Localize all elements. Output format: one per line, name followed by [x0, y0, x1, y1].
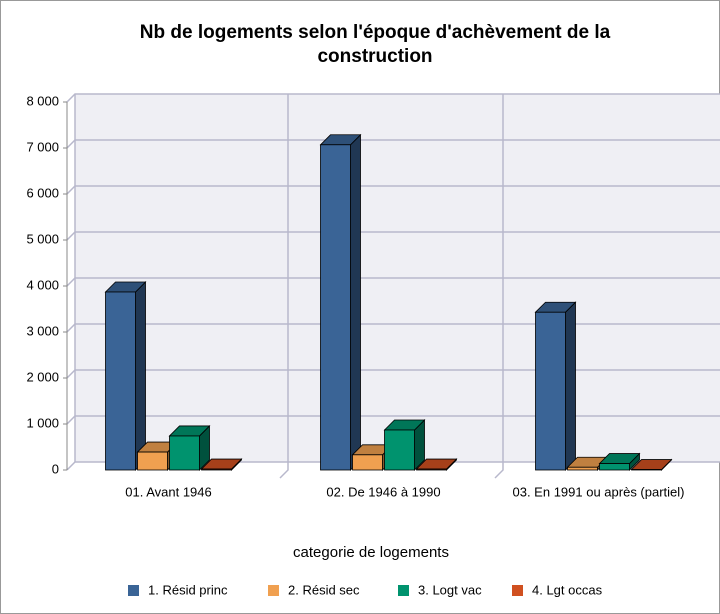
y-tick-label: 4 000: [26, 277, 59, 292]
bar-3d: [168, 424, 211, 471]
y-tick-label: 2 000: [26, 369, 59, 384]
bar-3d: [104, 281, 147, 471]
y-tick-label: 1 000: [26, 415, 59, 430]
bar-side: [350, 133, 361, 471]
bar-3d: [415, 458, 458, 471]
bar: [384, 429, 415, 471]
bar-3d: [383, 419, 426, 471]
category-divider: [279, 94, 289, 479]
bar-3d: [534, 301, 577, 471]
bar: [599, 463, 630, 471]
bar-3d: [630, 458, 673, 471]
bar: [416, 468, 447, 471]
bar-3d: [598, 452, 641, 471]
bar: [169, 435, 200, 471]
legend-swatch: [268, 585, 279, 596]
chart-title: Nb de logements selon l'époque d'achèvem…: [140, 22, 611, 67]
bar: [320, 144, 351, 471]
bar-side: [565, 301, 576, 471]
bar-3d: [319, 133, 362, 471]
x-tick-label: 01. Avant 1946: [125, 484, 212, 499]
legend-label: 2. Résid sec: [288, 582, 360, 597]
bar-3d: [200, 458, 243, 471]
legend-swatch: [128, 585, 139, 596]
bar: [137, 451, 168, 471]
bar: [105, 291, 136, 471]
bar: [567, 466, 598, 471]
bar: [201, 468, 232, 471]
legend-label: 4. Lgt occas: [532, 582, 603, 597]
y-tick-label: 6 000: [26, 185, 59, 200]
x-axis-title: categorie de logements: [293, 544, 449, 561]
bar-side: [135, 281, 146, 471]
legend-label: 3. Logt vac: [418, 582, 482, 597]
legend-label: 1. Résid princ: [148, 582, 228, 597]
legend-swatch: [398, 585, 409, 596]
y-tick-label: 5 000: [26, 231, 59, 246]
bar: [535, 311, 566, 471]
y-tick-label: 3 000: [26, 323, 59, 338]
bar-3d: [136, 441, 179, 471]
category-divider: [494, 94, 504, 479]
y-tick-label: 7 000: [26, 139, 59, 154]
bar: [352, 454, 383, 471]
y-tick-label: 8 000: [26, 93, 59, 108]
y-tick-label: 0: [52, 461, 59, 476]
x-tick-label: 03. En 1991 ou après (partiel): [513, 484, 685, 499]
legend-swatch: [512, 585, 523, 596]
x-tick-label: 02. De 1946 à 1990: [326, 484, 440, 499]
